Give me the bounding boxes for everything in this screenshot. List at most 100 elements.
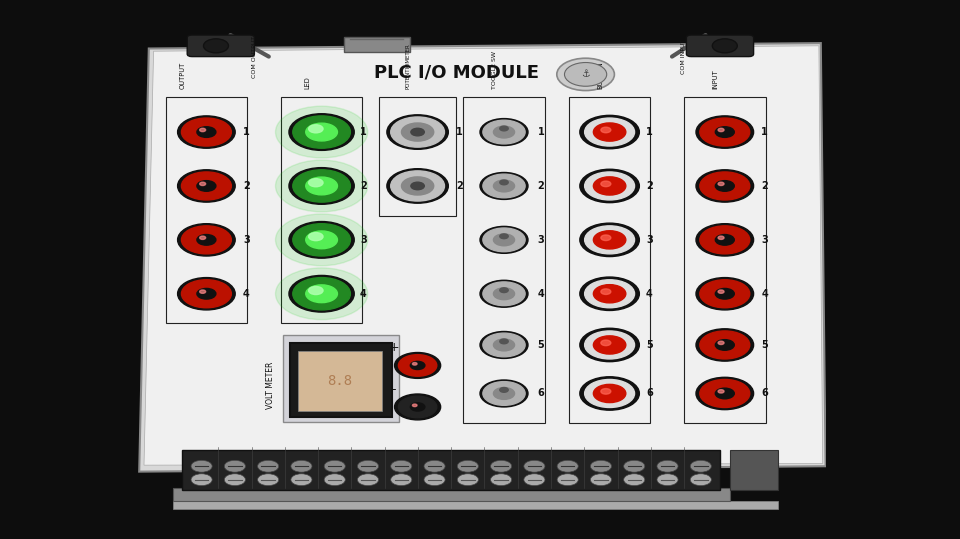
Circle shape: [398, 355, 437, 376]
Circle shape: [424, 474, 445, 486]
Circle shape: [178, 170, 235, 202]
Circle shape: [197, 127, 216, 137]
FancyBboxPatch shape: [686, 35, 754, 57]
Circle shape: [413, 363, 417, 365]
Circle shape: [276, 268, 368, 320]
Text: POTENTIOMETER: POTENTIOMETER: [405, 43, 411, 89]
Circle shape: [391, 171, 444, 201]
Circle shape: [291, 460, 312, 472]
Circle shape: [178, 278, 235, 310]
Circle shape: [480, 226, 528, 253]
Circle shape: [293, 278, 350, 310]
Circle shape: [387, 115, 448, 149]
Text: 2: 2: [243, 181, 250, 191]
Circle shape: [413, 404, 417, 406]
Circle shape: [580, 328, 639, 362]
Bar: [0, 0, 960, 22]
Circle shape: [700, 280, 750, 308]
Circle shape: [306, 123, 338, 141]
Circle shape: [276, 160, 368, 212]
Circle shape: [715, 288, 734, 299]
Text: 2: 2: [456, 181, 463, 191]
Circle shape: [493, 288, 515, 300]
FancyBboxPatch shape: [283, 335, 399, 422]
Circle shape: [718, 390, 724, 393]
Circle shape: [309, 232, 323, 240]
Text: 6: 6: [538, 389, 544, 398]
Text: LED: LED: [304, 76, 310, 89]
Circle shape: [690, 460, 711, 472]
FancyBboxPatch shape: [290, 343, 392, 417]
Circle shape: [524, 474, 545, 486]
FancyBboxPatch shape: [173, 501, 778, 509]
Circle shape: [585, 331, 635, 359]
FancyBboxPatch shape: [730, 450, 778, 490]
Text: 3: 3: [538, 235, 544, 245]
Text: 4: 4: [360, 289, 367, 299]
Circle shape: [601, 181, 611, 186]
Circle shape: [491, 474, 512, 486]
Circle shape: [601, 235, 611, 240]
Circle shape: [257, 474, 278, 486]
Text: -: -: [392, 383, 396, 396]
Polygon shape: [144, 46, 823, 465]
Circle shape: [204, 39, 228, 53]
Circle shape: [181, 118, 231, 146]
Circle shape: [657, 474, 678, 486]
Text: 2: 2: [538, 181, 544, 191]
Circle shape: [401, 123, 434, 141]
Circle shape: [483, 120, 525, 144]
Circle shape: [696, 224, 754, 256]
Circle shape: [309, 179, 323, 187]
Circle shape: [398, 396, 437, 418]
Circle shape: [696, 377, 754, 410]
Circle shape: [657, 460, 678, 472]
Circle shape: [715, 340, 734, 350]
Circle shape: [696, 329, 754, 361]
Circle shape: [395, 394, 441, 420]
Circle shape: [197, 234, 216, 245]
Text: 4: 4: [243, 289, 250, 299]
Circle shape: [178, 224, 235, 256]
Circle shape: [593, 123, 626, 141]
Circle shape: [480, 380, 528, 407]
Circle shape: [524, 460, 545, 472]
Circle shape: [289, 222, 354, 258]
Text: 6: 6: [646, 389, 653, 398]
Circle shape: [601, 389, 611, 394]
Circle shape: [391, 117, 444, 147]
Circle shape: [564, 63, 607, 86]
Text: TOGGLE SW: TOGGLE SW: [492, 51, 497, 89]
Circle shape: [718, 236, 724, 239]
Circle shape: [585, 226, 635, 254]
Circle shape: [257, 460, 278, 472]
Circle shape: [580, 223, 639, 257]
Circle shape: [601, 340, 611, 345]
Circle shape: [700, 331, 750, 359]
Circle shape: [493, 388, 515, 399]
Circle shape: [715, 127, 734, 137]
Text: 3: 3: [646, 235, 653, 245]
Circle shape: [483, 333, 525, 357]
Circle shape: [306, 285, 338, 303]
Bar: [379, 97, 456, 216]
Circle shape: [585, 280, 635, 308]
Circle shape: [580, 377, 639, 410]
Circle shape: [197, 181, 216, 191]
Text: 8.8: 8.8: [327, 374, 352, 388]
Circle shape: [293, 116, 350, 148]
Text: 2: 2: [360, 181, 367, 191]
Circle shape: [483, 174, 525, 198]
Circle shape: [191, 474, 212, 486]
Text: 5: 5: [646, 340, 653, 350]
Circle shape: [480, 331, 528, 358]
Text: BUTTON: BUTTON: [597, 61, 603, 89]
Circle shape: [197, 288, 216, 299]
Text: 5: 5: [538, 340, 544, 350]
Circle shape: [493, 234, 515, 246]
FancyBboxPatch shape: [182, 450, 720, 490]
Circle shape: [715, 234, 734, 245]
Circle shape: [483, 228, 525, 252]
Circle shape: [276, 106, 368, 158]
Circle shape: [700, 118, 750, 146]
